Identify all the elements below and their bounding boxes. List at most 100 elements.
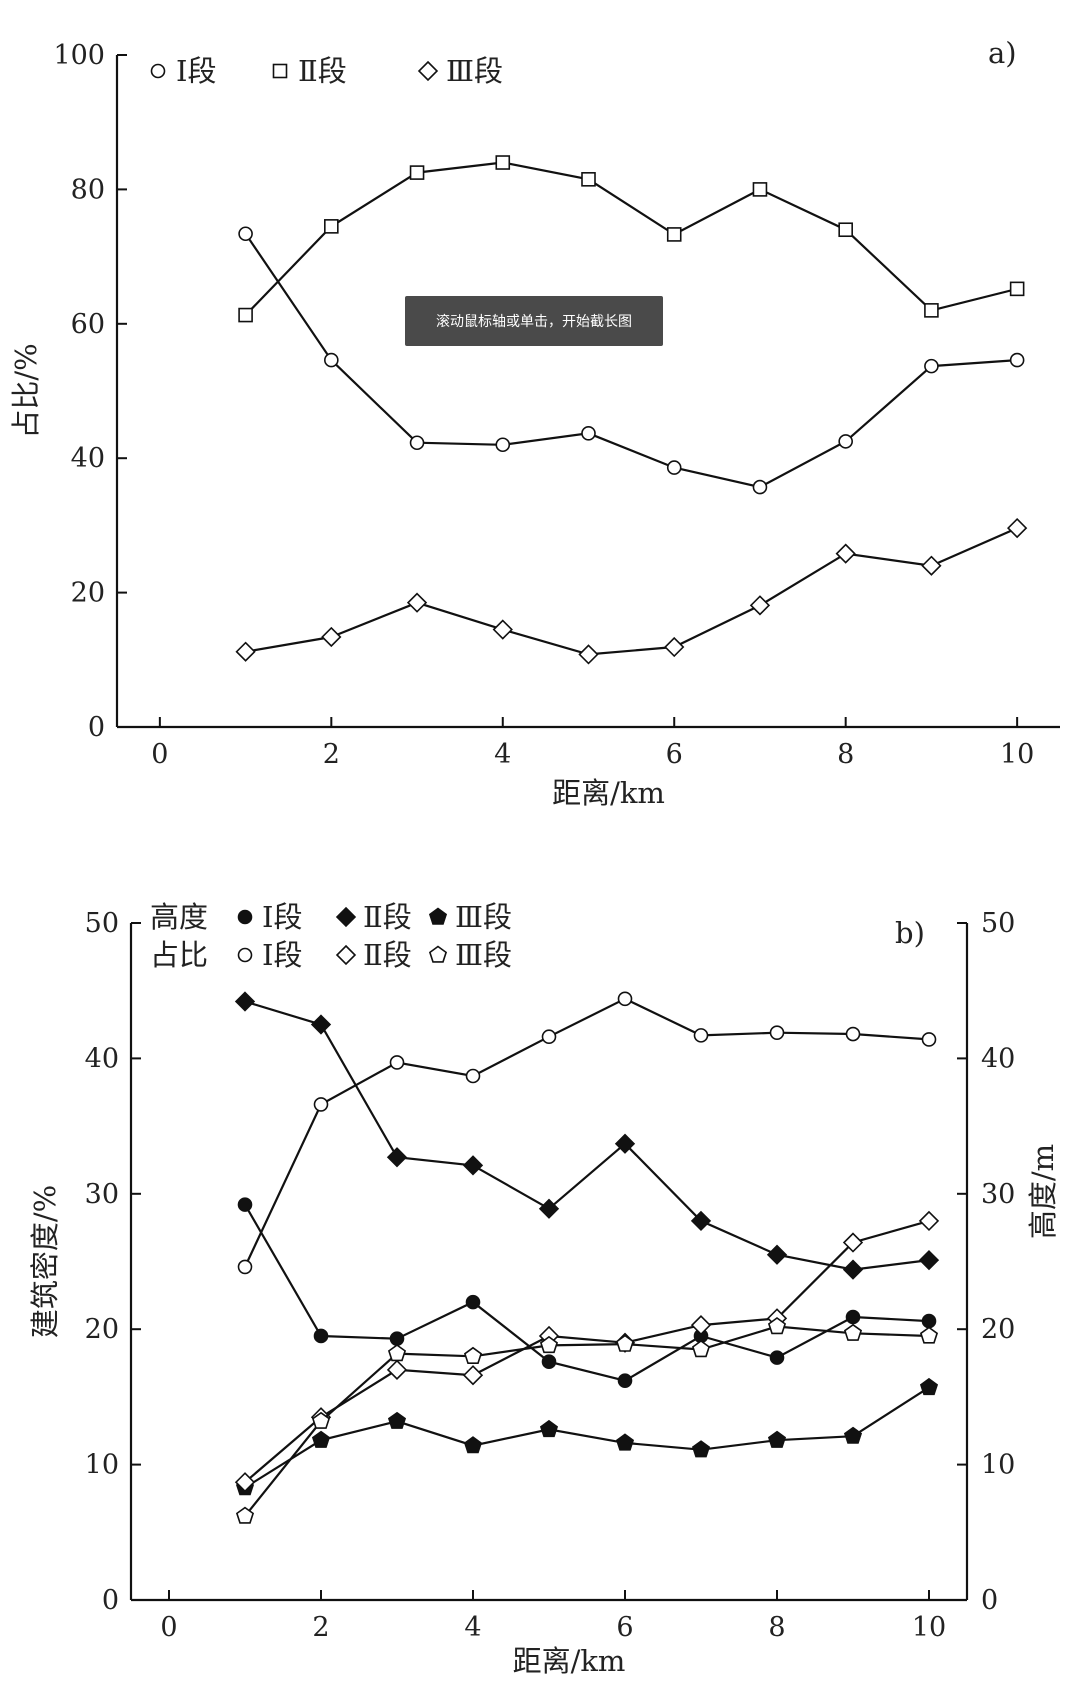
screenshot-tooltip: 滚动鼠标轴或单击，开始截长图 — [405, 296, 663, 346]
data-point — [313, 1328, 329, 1344]
data-point — [767, 1317, 787, 1335]
data-point — [581, 172, 596, 187]
data-point — [924, 358, 939, 374]
data-point — [541, 1354, 557, 1369]
data-point — [842, 1259, 864, 1280]
y-tick-label: 20 — [71, 578, 105, 609]
data-point — [495, 155, 511, 170]
data-point — [766, 1244, 788, 1265]
data-point — [614, 1133, 636, 1154]
y-axis-right-label: 高度/m — [1026, 1144, 1060, 1239]
legend-marker — [237, 947, 253, 963]
data-point — [238, 307, 253, 323]
data-point — [387, 1344, 407, 1362]
data-point — [691, 1440, 711, 1458]
y-tick-label: 50 — [85, 908, 119, 939]
chart-panel-b: 0 10 20 30 40 50 0 10 20 30 40 50 0 2 4 6 8 10 距离/km 建筑密度/%… — [28, 900, 1060, 1678]
x-tick-label: 8 — [837, 739, 854, 770]
series-line — [244, 161, 1018, 316]
legend-marker — [335, 906, 357, 928]
data-point — [387, 1411, 407, 1429]
data-point — [845, 1309, 861, 1325]
series-Ⅰ段 — [238, 226, 1025, 495]
series-高度-Ⅰ段 — [237, 1197, 937, 1388]
data-point — [615, 1334, 635, 1352]
data-point — [409, 435, 425, 451]
data-point — [538, 1198, 560, 1219]
data-point — [539, 1335, 559, 1354]
data-point — [769, 1350, 785, 1365]
series-占比-Ⅲ段 — [235, 1317, 939, 1524]
x-axis-label: 距离/km — [552, 776, 665, 810]
data-point — [386, 1359, 408, 1380]
data-point — [310, 1014, 332, 1035]
data-point — [389, 1055, 405, 1070]
legend-label: Ⅰ段 — [262, 900, 302, 934]
legend-marker — [272, 63, 288, 79]
data-point — [1007, 517, 1028, 539]
data-point — [769, 1025, 785, 1040]
data-point — [838, 222, 853, 238]
x-tick-label: 8 — [768, 1612, 785, 1643]
data-point — [918, 1210, 940, 1232]
panel-label: b) — [895, 916, 925, 950]
y-right-tick-label: 40 — [981, 1043, 1015, 1074]
legend-label: Ⅱ段 — [363, 900, 412, 934]
data-point — [389, 1331, 405, 1346]
data-point — [463, 1346, 483, 1364]
y-right-tick-label: 0 — [981, 1585, 998, 1616]
series-高度-Ⅲ段 — [235, 1377, 939, 1496]
legend-label: Ⅰ段 — [262, 938, 302, 972]
y-right-tick-label: 20 — [981, 1314, 1015, 1345]
x-tick-label: 10 — [912, 1612, 946, 1643]
series-高度-Ⅱ段 — [234, 991, 940, 1280]
x-tick-label: 2 — [312, 1612, 329, 1643]
data-point — [235, 1506, 255, 1524]
data-point — [409, 165, 425, 180]
legend-marker — [237, 909, 253, 925]
series-line — [244, 233, 1018, 489]
data-point — [492, 619, 513, 640]
panel-label: a) — [988, 36, 1017, 70]
legend-marker — [150, 63, 166, 79]
data-point — [843, 1426, 863, 1444]
series-line — [244, 1000, 930, 1271]
data-point — [690, 1315, 712, 1336]
y-right-tick-label: 50 — [981, 908, 1015, 939]
y-tick-label: 20 — [85, 1314, 119, 1345]
data-point — [664, 636, 685, 658]
data-point — [578, 644, 599, 665]
data-point — [838, 434, 853, 449]
y-tick-label: 60 — [71, 309, 105, 340]
data-point — [615, 1433, 635, 1451]
data-point — [835, 543, 856, 564]
series-line — [244, 1325, 930, 1517]
y-tick-label: 80 — [71, 174, 105, 205]
data-point — [238, 226, 253, 242]
x-tick-label: 0 — [160, 1612, 177, 1643]
y-tick-label: 40 — [71, 443, 105, 474]
series-line — [244, 997, 930, 1268]
data-point — [462, 1155, 484, 1176]
y-tick-label: 30 — [85, 1179, 119, 1210]
data-point — [462, 1365, 484, 1386]
data-point — [843, 1323, 863, 1341]
x-tick-label: 2 — [323, 739, 340, 770]
data-point — [581, 426, 596, 441]
data-point — [919, 1377, 939, 1396]
data-point — [921, 1313, 937, 1329]
series-Ⅲ段 — [235, 517, 1028, 665]
data-point — [666, 227, 682, 242]
legend: Ⅰ段 Ⅱ段 Ⅲ段 — [150, 54, 503, 88]
legend-marker — [417, 60, 439, 82]
data-point — [386, 1147, 408, 1168]
series-占比-Ⅱ段 — [234, 1210, 940, 1493]
x-tick-label: 4 — [464, 1612, 481, 1643]
y-tick-label: 10 — [85, 1450, 119, 1481]
legend-label: Ⅲ段 — [455, 938, 512, 972]
data-point — [321, 626, 342, 648]
y-right-tick-label: 10 — [981, 1450, 1015, 1481]
data-point — [237, 1197, 253, 1212]
